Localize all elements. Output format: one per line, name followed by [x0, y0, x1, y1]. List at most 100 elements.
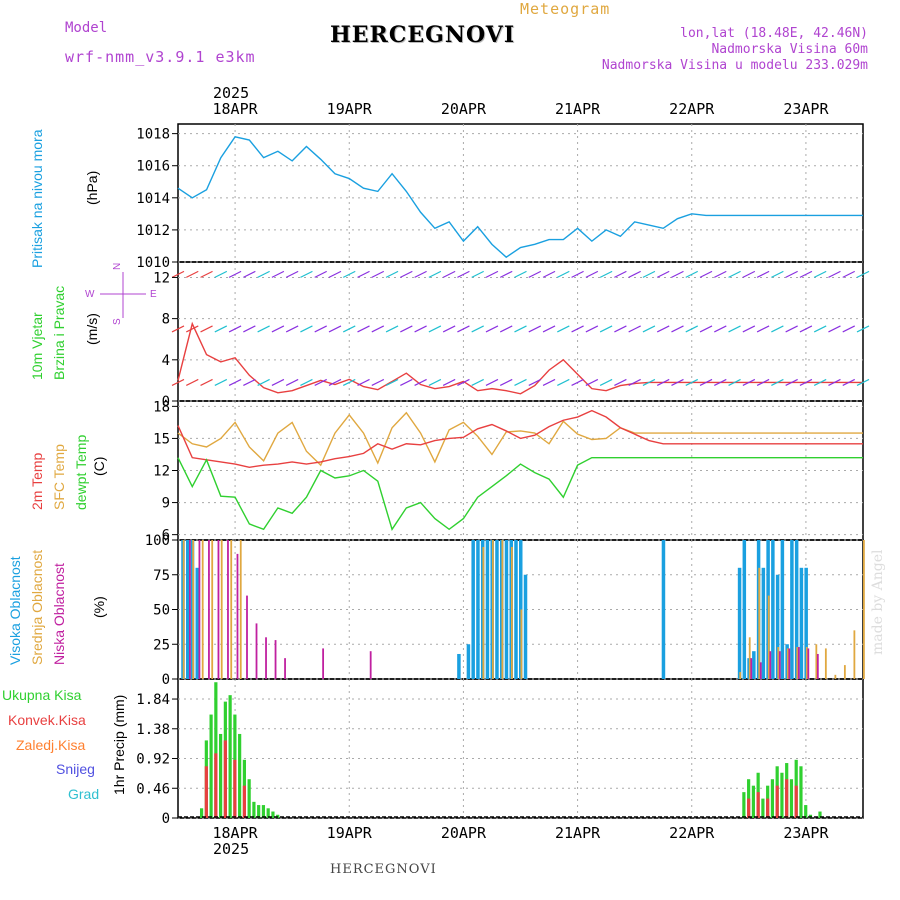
wind-barb — [528, 270, 542, 278]
y-tick-label: 4 — [162, 353, 170, 369]
cloud-bar — [369, 651, 372, 679]
wind-barb — [428, 270, 442, 278]
y-tick-label: 25 — [153, 637, 170, 653]
wind-title-2: Brzina i Pravac — [51, 286, 67, 380]
panel-frame — [177, 678, 864, 819]
panel-frame — [177, 123, 864, 263]
wind-barb — [314, 378, 327, 387]
wind-barb — [271, 378, 285, 387]
precip-bar — [247, 779, 251, 818]
wind-barb — [742, 378, 756, 387]
wind-barb — [485, 378, 499, 387]
year-bottom: 2025 — [213, 840, 249, 858]
cloud-bar — [485, 540, 490, 679]
cloud-bar — [752, 651, 756, 679]
wind-barb — [599, 270, 613, 278]
wind-barb — [342, 325, 356, 333]
temp-unit: (C) — [91, 457, 107, 476]
wind-barb — [728, 378, 741, 387]
wind-barb — [186, 270, 199, 278]
wind-barb — [742, 325, 756, 333]
precip-bar — [266, 808, 270, 818]
wind-barb — [699, 378, 713, 387]
wind-barb — [214, 270, 228, 278]
precip-bar — [766, 798, 770, 818]
cloud-bar — [211, 540, 214, 679]
wind-barb — [442, 270, 456, 278]
wind-barb — [499, 378, 513, 387]
sfc-temp-line — [177, 411, 863, 467]
precip-bar — [228, 695, 232, 818]
cloud-bar — [834, 674, 837, 679]
cloud-bar — [284, 658, 286, 679]
wind-barb — [400, 270, 413, 278]
cloud-bar — [510, 546, 513, 679]
y-tick-label: 12 — [153, 464, 170, 480]
cloud-bar — [201, 540, 204, 679]
cloud-bar — [778, 651, 781, 679]
precip-bar — [794, 785, 798, 818]
day-label-bottom: 21APR — [555, 824, 601, 842]
wind-barb — [828, 378, 841, 387]
y-tick-label: 1.38 — [136, 722, 170, 738]
cloud-low-label: Niska Oblacnost — [51, 563, 67, 665]
wind-barb — [785, 325, 798, 333]
wind-barb — [385, 270, 399, 278]
wind-title-1: 10m Vjetar — [29, 312, 45, 380]
wind-barb — [257, 378, 270, 387]
precip-bar — [199, 808, 204, 818]
wind-barb — [557, 378, 570, 387]
wind-barb — [585, 378, 599, 387]
precip-bar — [233, 759, 237, 818]
wind-barb — [614, 325, 627, 333]
day-label-top: 20APR — [441, 100, 487, 118]
wind-barb — [771, 270, 784, 278]
cloud-bar — [227, 540, 229, 679]
wind-barb — [357, 378, 370, 387]
wind-barb — [285, 378, 299, 387]
wind-barb — [671, 325, 684, 333]
precip-bar — [780, 772, 784, 818]
y-tick-label: 1016 — [136, 159, 170, 175]
wind-barb — [756, 270, 770, 278]
wind-barb — [328, 325, 342, 333]
wind-barb — [485, 270, 499, 278]
cloud-bar — [843, 665, 846, 679]
wind-barb — [671, 270, 684, 278]
wind-barb — [642, 270, 656, 278]
day-label-top: 18APR — [213, 100, 259, 118]
wind-barb — [585, 325, 599, 333]
cloud-bar — [853, 630, 856, 679]
wind-barb — [714, 325, 727, 333]
cloud-bar — [457, 653, 461, 679]
wind-barb — [514, 378, 527, 387]
cloud-bar — [771, 540, 775, 679]
wind-barb — [813, 270, 827, 278]
wind-barb — [428, 378, 442, 387]
wind-barb — [257, 325, 270, 333]
y-tick-label: 0 — [162, 811, 170, 827]
cloud-bar — [504, 540, 509, 679]
wind-barb — [271, 325, 285, 333]
cloud-bar — [767, 595, 770, 679]
wind-barb — [200, 325, 213, 333]
wind-barb — [856, 378, 870, 387]
cloud-bar — [322, 648, 325, 679]
cloud-bar — [189, 540, 191, 679]
wind-barb — [756, 325, 770, 333]
wind-barb — [528, 378, 542, 387]
wind-barb — [599, 378, 613, 387]
cloud-bar — [777, 647, 780, 679]
wind-barb — [457, 325, 470, 333]
cloud-bar — [786, 648, 789, 679]
wind-barb — [342, 270, 356, 278]
wind-barb — [400, 378, 413, 387]
y-tick-label: 1018 — [136, 127, 170, 143]
precip-bar — [257, 805, 261, 818]
wind-barb — [442, 325, 456, 333]
y-tick-label: 6 — [162, 528, 170, 544]
wind-barb — [171, 270, 185, 278]
precip-hail-label: Grad — [68, 786, 99, 802]
cloud-bar — [759, 662, 762, 679]
wind-barb — [414, 378, 427, 387]
